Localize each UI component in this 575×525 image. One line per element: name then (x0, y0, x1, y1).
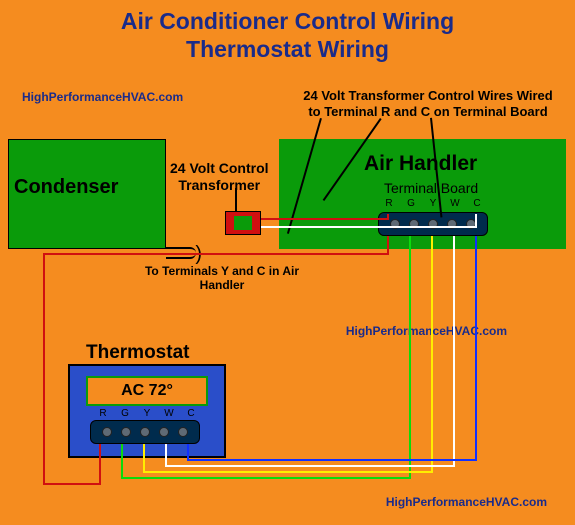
th-term-y: Y (140, 408, 154, 419)
terminal-dot (140, 427, 150, 437)
thermostat-label: Thermostat (86, 342, 189, 364)
condenser-wire-stub (166, 247, 196, 259)
thermostat-screen: AC 72° (86, 376, 208, 406)
wires-note-2: to Terminal R and C on Terminal Board (308, 104, 547, 119)
terminal-dot (390, 219, 400, 229)
diagram-title: Air Conditioner Control Wiring Thermosta… (0, 8, 575, 63)
callout-line-transformer (235, 188, 237, 212)
th-term-r: R (96, 408, 110, 419)
condenser-note: To Terminals Y and C in Air Handler (142, 264, 302, 293)
title-line-1: Air Conditioner Control Wiring (121, 8, 454, 34)
title-line-2: Thermostat Wiring (186, 36, 389, 62)
watermark-top: HighPerformanceHVAC.com (22, 90, 183, 104)
transformer-label-1: 24 Volt Control (170, 160, 269, 176)
terminal-dot (428, 219, 438, 229)
th-term-w: W (162, 408, 176, 419)
terminal-dot (121, 427, 131, 437)
terminal-dot (178, 427, 188, 437)
transformer-body (225, 211, 261, 235)
watermark-bottom: HighPerformanceHVAC.com (386, 495, 547, 509)
transformer-lead-white (261, 226, 279, 228)
air-handler-terminal-letters: R G Y W C (378, 198, 488, 209)
ah-term-r: R (382, 198, 396, 209)
condenser-label: Condenser (14, 176, 118, 199)
th-term-g: G (118, 408, 132, 419)
transformer-label: 24 Volt Control Transformer (170, 160, 269, 194)
watermark-mid: HighPerformanceHVAC.com (346, 324, 507, 338)
thermostat-terminal-block (90, 420, 200, 444)
terminal-dot (409, 219, 419, 229)
air-handler-terminal-block (378, 212, 488, 236)
ah-term-c: C (470, 198, 484, 209)
transformer-lead-red (261, 218, 279, 220)
terminal-dot (447, 219, 457, 229)
air-handler-label: Air Handler (364, 152, 477, 176)
wires-note-1: 24 Volt Transformer Control Wires Wired (303, 88, 552, 103)
th-term-c: C (184, 408, 198, 419)
ah-term-w: W (448, 198, 462, 209)
thermostat-terminal-letters: R G Y W C (92, 408, 202, 419)
thermostat-reading: AC 72° (121, 382, 173, 400)
ah-term-g: G (404, 198, 418, 209)
transformer-label-2: Transformer (178, 177, 260, 193)
wiring-diagram: Air Conditioner Control Wiring Thermosta… (0, 0, 575, 525)
terminal-dot (102, 427, 112, 437)
terminal-board-label: Terminal Board (384, 180, 478, 196)
terminal-dot (466, 219, 476, 229)
transformer-wires-note: 24 Volt Transformer Control Wires Wired … (288, 88, 568, 119)
terminal-dot (159, 427, 169, 437)
